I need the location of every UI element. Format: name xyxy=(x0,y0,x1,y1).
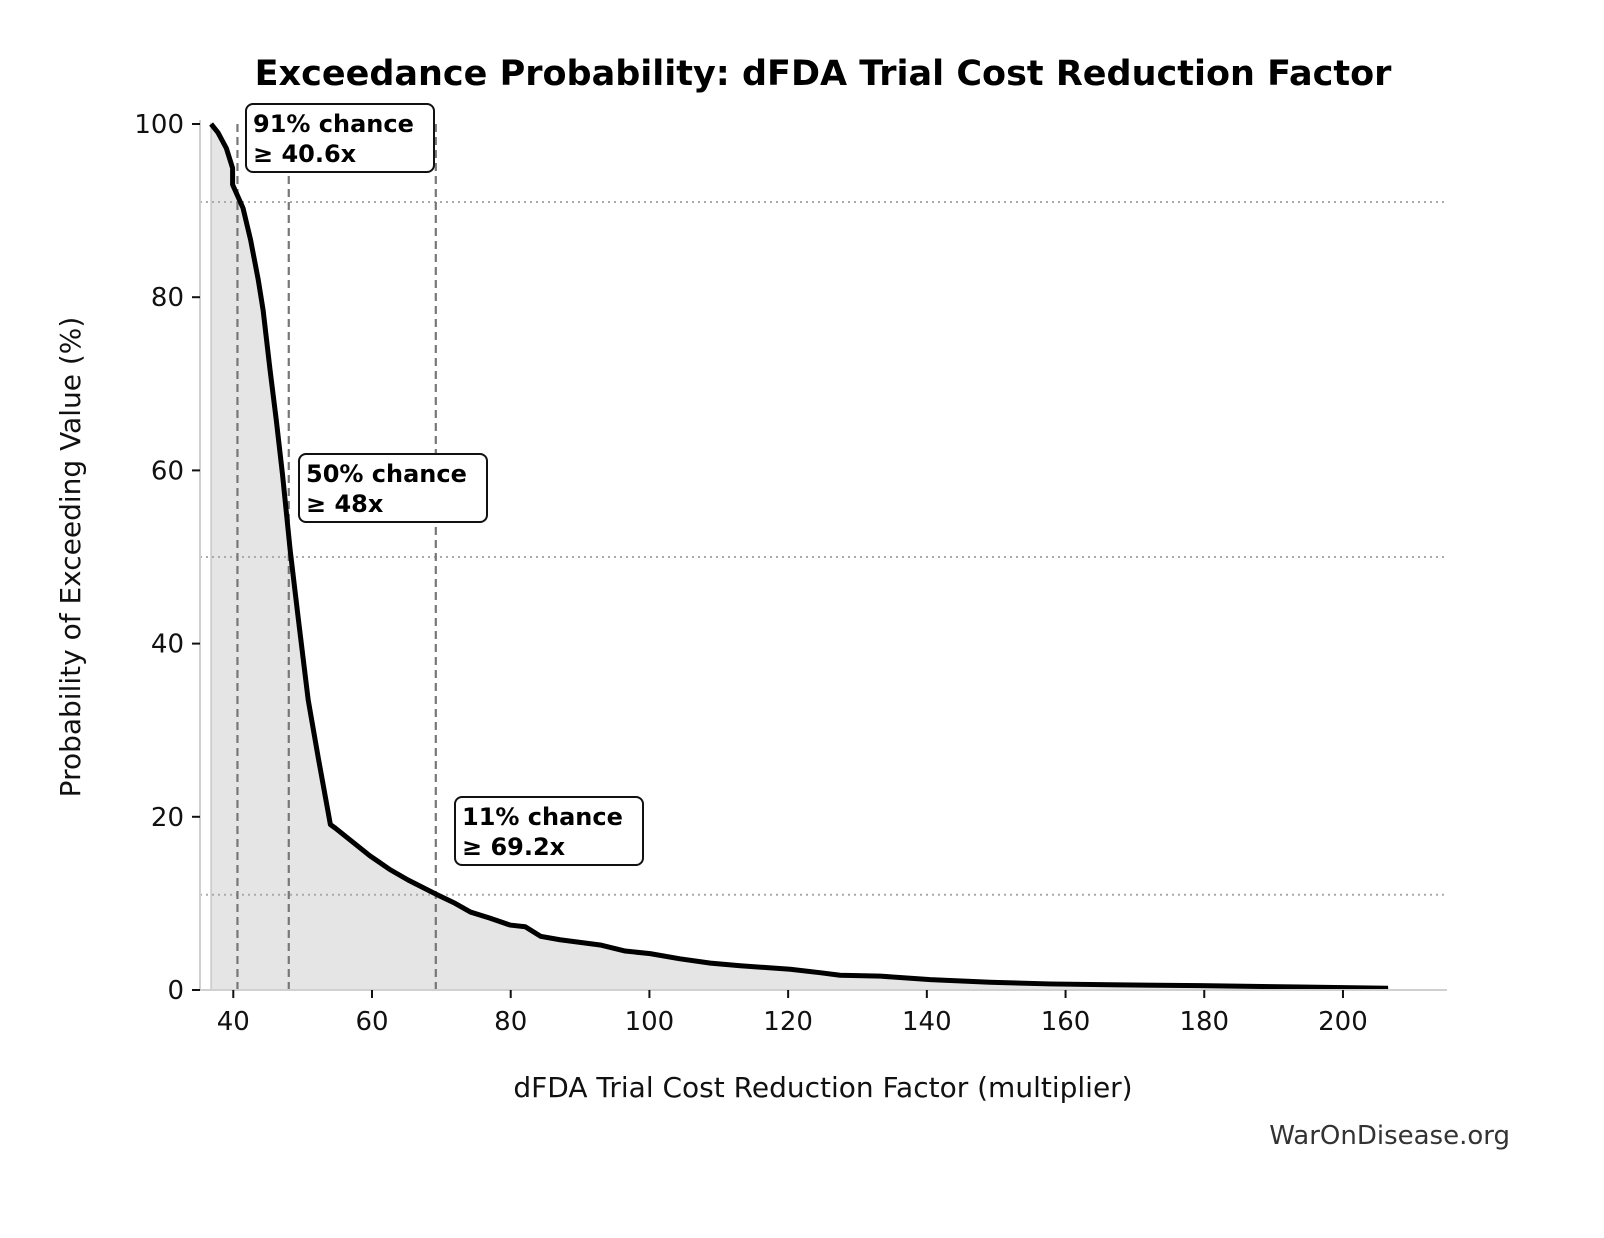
annotation-value: ≥ 69.2x xyxy=(462,833,566,861)
annotations: 91% chance≥ 40.6x 50% chance≥ 48x 11% chan… xyxy=(245,103,644,866)
annotation-box: 50% chance≥ 48x xyxy=(298,453,488,523)
annotation-value: ≥ 48x xyxy=(306,490,384,518)
x-tick-label: 160 xyxy=(1041,1007,1091,1037)
x-tick-label: 140 xyxy=(902,1007,952,1037)
y-tick-label: 100 xyxy=(134,110,184,140)
y-tick-label: 80 xyxy=(151,283,184,313)
x-tick-label: 180 xyxy=(1179,1007,1229,1037)
plot-area xyxy=(199,120,1447,991)
annotation-box: 91% chance≥ 40.6x xyxy=(245,103,435,173)
y-axis: 0 20 40 60 80 100 xyxy=(134,110,200,1006)
x-axis: 40 60 80 100 120 140 160 180 200 xyxy=(217,990,1368,1037)
x-axis-label: dFDA Trial Cost Reduction Factor (multip… xyxy=(513,1071,1132,1104)
y-tick-label: 60 xyxy=(151,456,184,486)
annotation-probability: 50% chance xyxy=(306,460,467,488)
annotation-probability: 91% chance xyxy=(253,110,414,138)
annotation-frame xyxy=(298,453,488,523)
x-tick-label: 60 xyxy=(355,1007,388,1037)
annotation-frame xyxy=(245,103,435,173)
watermark: WarOnDisease.org xyxy=(1269,1121,1510,1151)
x-tick-label: 200 xyxy=(1318,1007,1368,1037)
y-axis-label: Probability of Exceeding Value (%) xyxy=(54,317,87,798)
annotation-box: 11% chance≥ 69.2x xyxy=(454,796,644,866)
y-tick-label: 20 xyxy=(151,803,184,833)
x-tick-label: 80 xyxy=(494,1007,527,1037)
exceedance-curve xyxy=(209,122,1389,991)
y-tick-label: 0 xyxy=(167,976,184,1006)
chart-title: Exceedance Probability: dFDA Trial Cost … xyxy=(255,54,1393,94)
annotation-probability: 11% chance xyxy=(462,803,623,831)
x-tick-label: 40 xyxy=(217,1007,250,1037)
x-tick-label: 120 xyxy=(763,1007,813,1037)
annotation-frame xyxy=(454,796,644,866)
annotation-value: ≥ 40.6x xyxy=(253,140,357,168)
y-tick-label: 40 xyxy=(151,630,184,660)
x-tick-label: 100 xyxy=(625,1007,675,1037)
